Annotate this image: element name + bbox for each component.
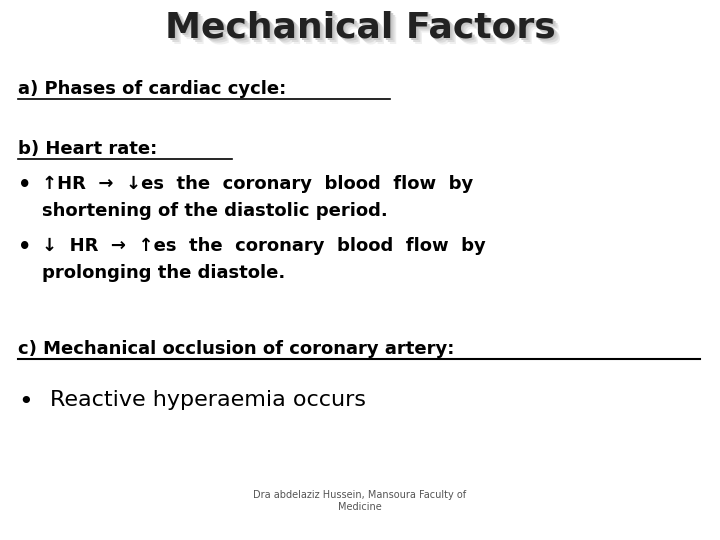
Text: shortening of the diastolic period.: shortening of the diastolic period.	[42, 202, 388, 220]
Text: c) Mechanical occlusion of coronary artery:: c) Mechanical occlusion of coronary arte…	[18, 340, 454, 358]
Text: Mechanical Factors: Mechanical Factors	[166, 12, 557, 46]
Text: Mechanical Factors: Mechanical Factors	[168, 13, 559, 47]
Text: ↑HR  →  ↓es  the  coronary  blood  flow  by: ↑HR → ↓es the coronary blood flow by	[42, 175, 473, 193]
Text: •: •	[18, 175, 32, 195]
Text: Mechanical Factors: Mechanical Factors	[165, 10, 555, 44]
Text: Mechanical Factors: Mechanical Factors	[170, 15, 560, 49]
Text: Dra abdelaziz Hussein, Mansoura Faculty of
Medicine: Dra abdelaziz Hussein, Mansoura Faculty …	[253, 490, 467, 512]
Text: prolonging the diastole.: prolonging the diastole.	[42, 264, 285, 282]
Text: Mechanical Factors: Mechanical Factors	[166, 11, 557, 45]
Text: Mechanical Factors: Mechanical Factors	[168, 14, 559, 48]
Text: Mechanical Factors: Mechanical Factors	[171, 16, 562, 50]
Text: •: •	[18, 390, 32, 414]
Text: a) Phases of cardiac cycle:: a) Phases of cardiac cycle:	[18, 80, 287, 98]
Text: Reactive hyperaemia occurs: Reactive hyperaemia occurs	[50, 390, 366, 410]
Text: ↓  HR  →  ↑es  the  coronary  blood  flow  by: ↓ HR → ↑es the coronary blood flow by	[42, 237, 486, 255]
Text: b) Heart rate:: b) Heart rate:	[18, 140, 157, 158]
Text: •: •	[18, 237, 32, 257]
